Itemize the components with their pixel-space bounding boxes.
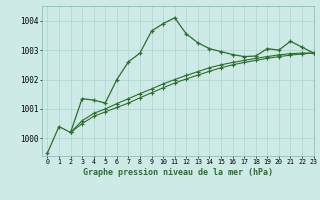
- X-axis label: Graphe pression niveau de la mer (hPa): Graphe pression niveau de la mer (hPa): [83, 168, 273, 177]
